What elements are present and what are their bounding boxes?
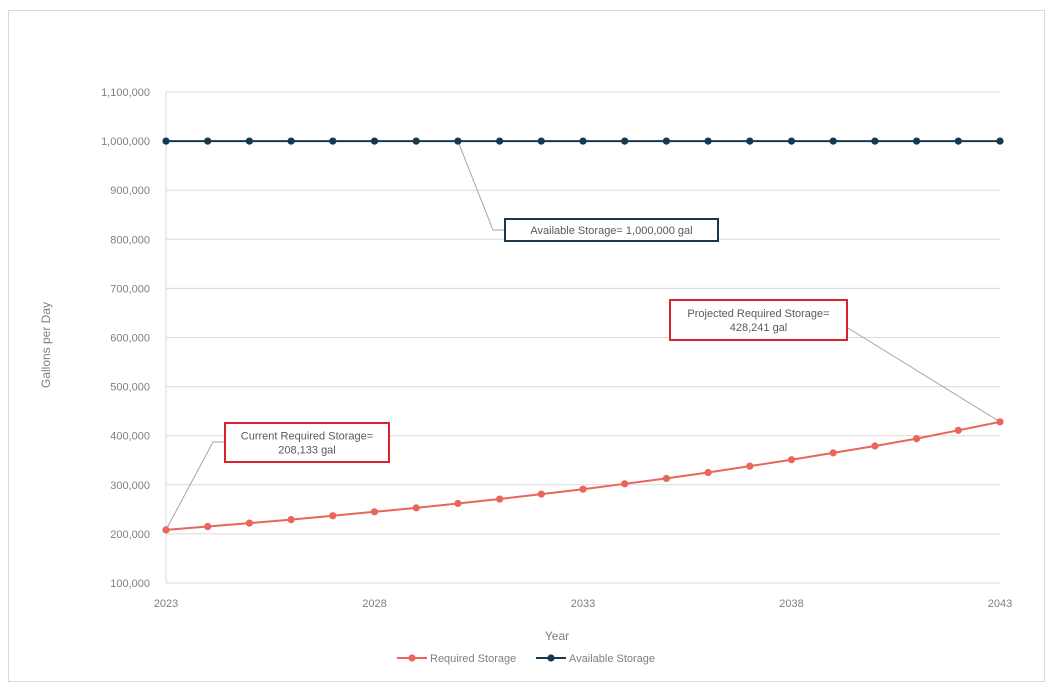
callout-border [504, 218, 719, 242]
data-point [204, 137, 212, 145]
data-point [370, 137, 379, 145]
data-point [537, 137, 545, 145]
callout-box: Projected Required Storage= 428,241 gal [669, 299, 848, 341]
data-point [913, 137, 921, 145]
legend-swatch-marker [547, 654, 555, 662]
data-point [996, 418, 1004, 426]
chart-frame [8, 10, 1045, 682]
callout-leaders [165, 140, 1001, 531]
data-point [621, 137, 629, 145]
data-point [412, 504, 420, 512]
y-tick-label: 800,000 [110, 234, 150, 246]
callout-text: Projected Required Storage= [687, 308, 829, 320]
legend-item: Available Storage [536, 653, 655, 665]
data-point [412, 137, 420, 145]
x-tick-label: 2028 [362, 598, 386, 610]
data-point [871, 137, 879, 145]
y-tick-label: 600,000 [110, 333, 150, 345]
data-point [662, 137, 671, 145]
data-point [245, 137, 253, 145]
legend-swatch-marker [408, 654, 416, 662]
data-point [996, 137, 1004, 145]
data-point [913, 435, 921, 443]
data-point [621, 480, 629, 488]
legend-label: Available Storage [569, 653, 655, 665]
series-available-storage [162, 137, 1004, 145]
legend: Required Storage Available Storage [397, 653, 655, 665]
data-point [204, 522, 212, 531]
data-point [704, 137, 712, 145]
y-tick-label: 400,000 [110, 431, 150, 443]
data-point [454, 137, 462, 145]
x-tick-label: 2033 [571, 598, 595, 610]
y-tick-label: 500,000 [110, 382, 150, 394]
data-point [496, 495, 504, 503]
series-required-storage [162, 418, 1004, 534]
legend-label: Required Storage [430, 653, 516, 665]
data-point [329, 512, 337, 520]
callout-border [669, 299, 848, 341]
data-point [954, 426, 962, 434]
data-point [329, 137, 337, 145]
data-point [454, 499, 462, 508]
data-point [579, 137, 587, 145]
y-tick-label: 200,000 [110, 529, 150, 541]
callout-box: Current Required Storage= 208,133 gal [224, 422, 390, 463]
x-axis-ticks: 2023 2028 2033 2038 2043 [154, 598, 1012, 610]
x-axis-title: Year [545, 629, 569, 643]
data-point [162, 137, 170, 145]
data-point [162, 526, 170, 534]
callout-border [224, 422, 390, 463]
data-point [370, 508, 379, 516]
data-point [871, 442, 879, 450]
callout-leader-line [165, 441, 225, 531]
callout-leader-line [833, 319, 1001, 423]
data-point [829, 137, 837, 145]
callout-text: Current Required Storage= [241, 431, 373, 443]
data-point [579, 485, 587, 493]
data-point [746, 462, 754, 470]
data-point [704, 468, 712, 477]
x-tick-label: 2038 [779, 598, 803, 610]
data-point [537, 490, 545, 498]
data-point [496, 137, 504, 145]
callouts: Available Storage= 1,000,000 gal Projecte… [224, 218, 848, 463]
x-tick-label: 2043 [988, 598, 1012, 610]
y-axis-title: Gallons per Day [39, 302, 53, 388]
data-point [245, 519, 253, 527]
data-point [746, 137, 754, 145]
y-tick-label: 1,100,000 [101, 87, 150, 99]
data-point [287, 516, 295, 524]
y-tick-label: 1,000,000 [101, 136, 150, 148]
data-point [829, 449, 837, 457]
data-point [287, 137, 295, 145]
y-tick-label: 300,000 [110, 480, 150, 492]
callout-text: 428,241 gal [730, 322, 788, 334]
y-axis-ticks: 100,000 200,000 300,000 400,000 500,000 600,0… [101, 87, 150, 590]
data-point [787, 456, 796, 464]
gridlines [165, 91, 1000, 584]
data-point [954, 137, 962, 145]
series [162, 137, 1004, 534]
legend-item: Required Storage [397, 653, 516, 665]
callout-box: Available Storage= 1,000,000 gal [504, 218, 719, 242]
y-tick-label: 900,000 [110, 185, 150, 197]
callout-leader-line [457, 140, 505, 231]
data-point [662, 474, 671, 483]
x-tick-label: 2023 [154, 598, 178, 610]
callout-text: 208,133 gal [278, 445, 336, 457]
y-tick-label: 100,000 [110, 578, 150, 590]
y-tick-label: 700,000 [110, 283, 150, 295]
callout-text: Available Storage= 1,000,000 gal [530, 225, 692, 237]
data-point [787, 137, 796, 145]
